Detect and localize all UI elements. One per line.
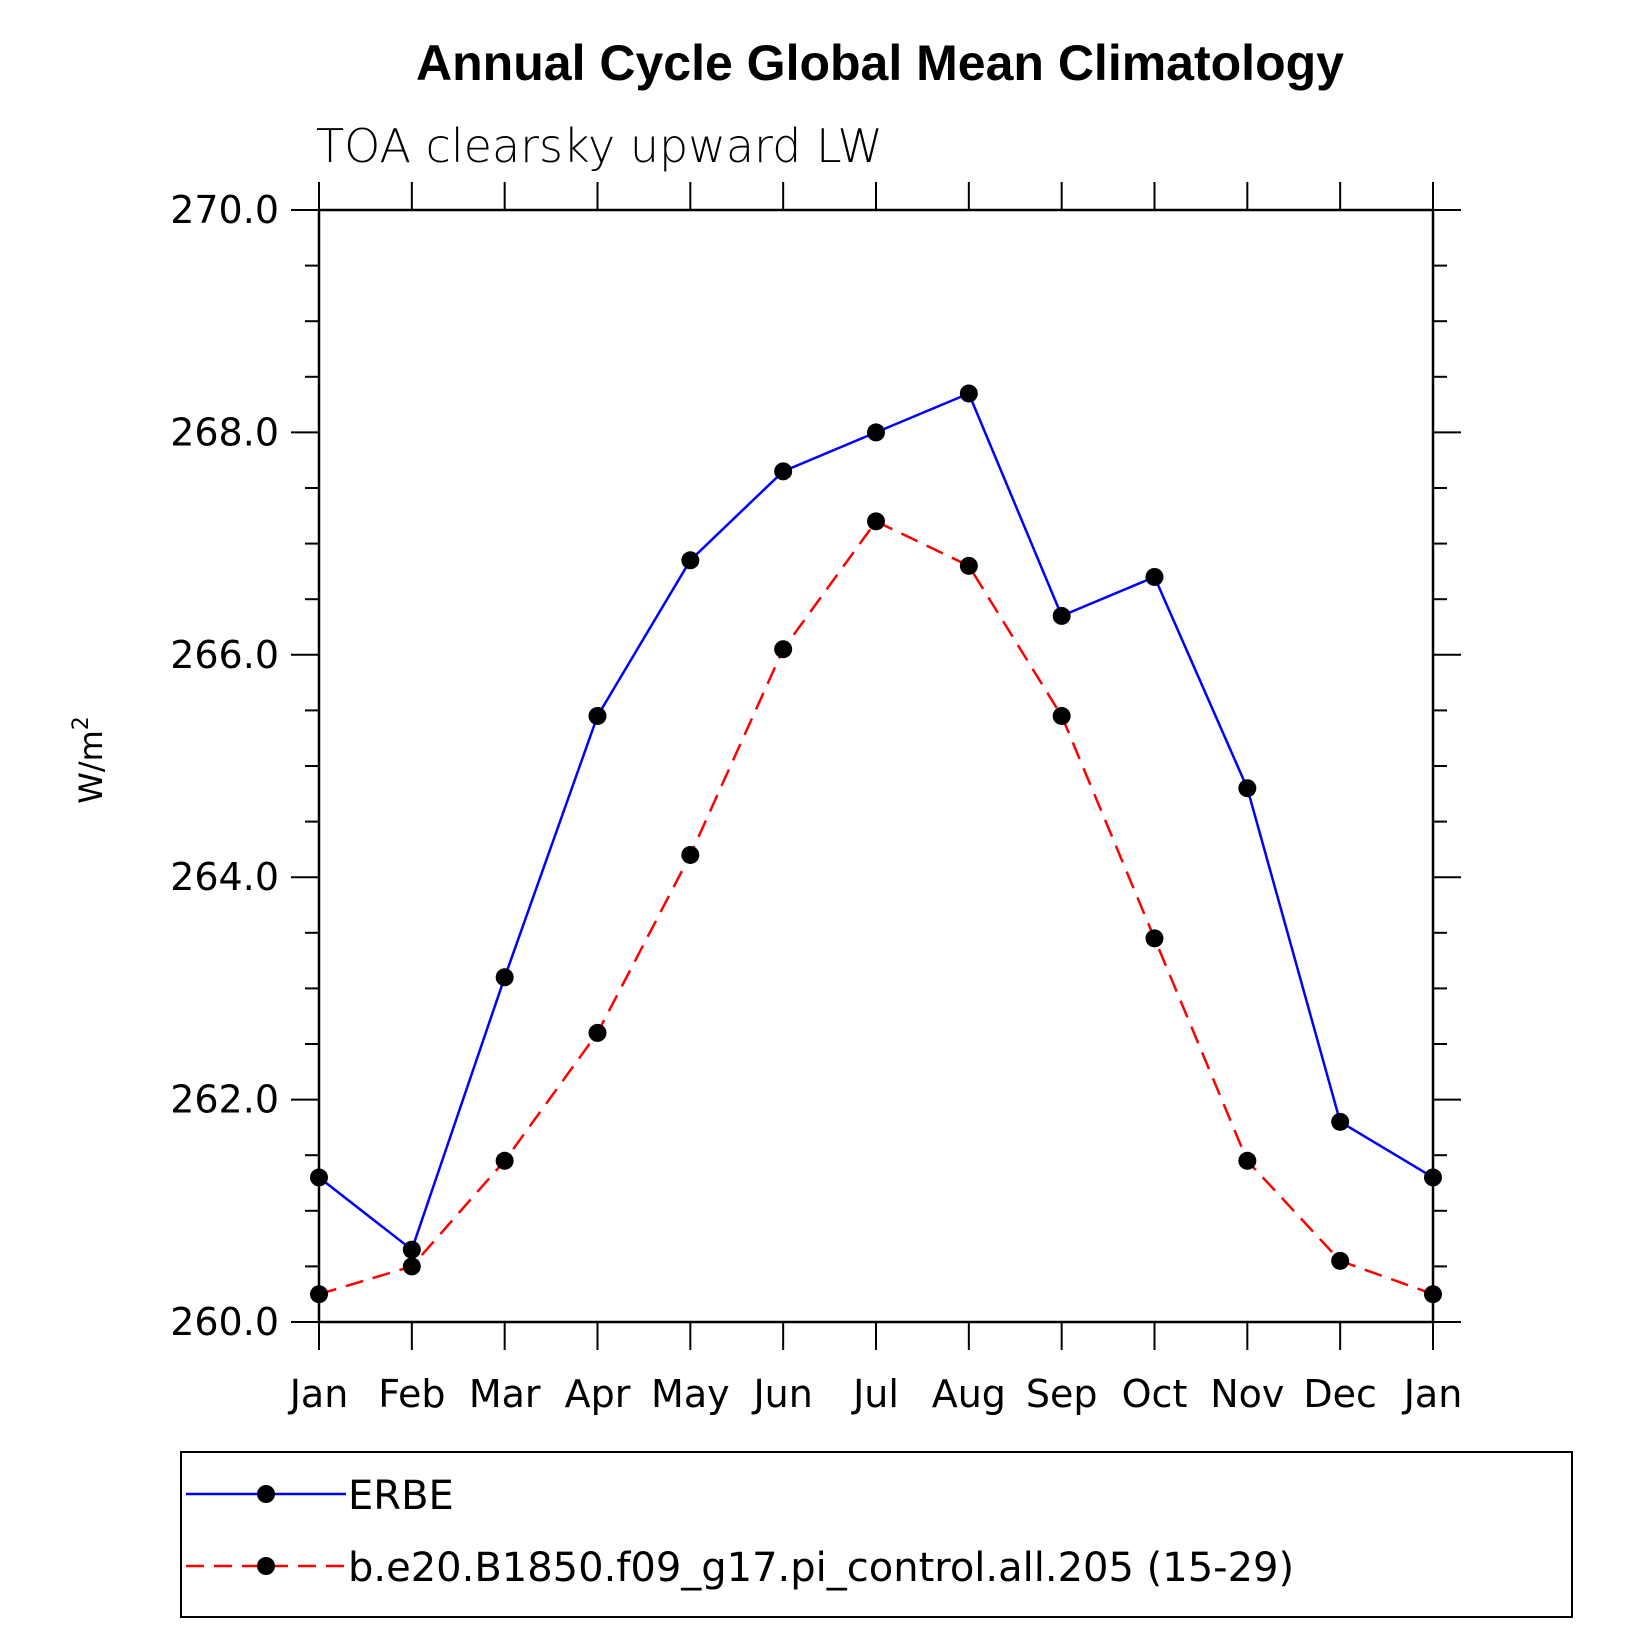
y-tick-label: 262.0 bbox=[170, 1078, 279, 1122]
legend-marker-model bbox=[257, 1557, 275, 1575]
x-tick-label: Oct bbox=[1122, 1372, 1188, 1416]
plot-frame bbox=[317, 208, 1435, 1324]
series-0-point bbox=[310, 1168, 328, 1187]
legend: ERBE b.e20.B1850.f09_g17.pi_control.all.… bbox=[180, 1451, 1573, 1618]
y-axis-label: W/m2 bbox=[69, 716, 110, 804]
y-axis-label-text: W/m bbox=[72, 730, 110, 804]
plot-border bbox=[317, 208, 1435, 1324]
series-1-point bbox=[681, 845, 700, 864]
x-tick-label: Jun bbox=[751, 1372, 812, 1416]
legend-marker-erbe bbox=[257, 1485, 275, 1503]
series-0-point bbox=[681, 551, 700, 570]
series-1-point bbox=[867, 512, 885, 531]
x-tick-label: Dec bbox=[1303, 1372, 1377, 1416]
series-0-point bbox=[1424, 1168, 1442, 1187]
y-tick-label: 268.0 bbox=[170, 410, 279, 454]
series-1-point bbox=[774, 640, 793, 659]
series-0-point bbox=[774, 462, 793, 481]
series-0-point bbox=[402, 1240, 421, 1259]
x-tick-label: Mar bbox=[469, 1372, 541, 1416]
series-line-1 bbox=[318, 519, 1434, 1296]
x-tick-label: Nov bbox=[1210, 1372, 1284, 1416]
legend-label-model: b.e20.B1850.f09_g17.pi_control.all.205 (… bbox=[348, 1545, 1294, 1591]
series-0-point bbox=[959, 384, 978, 403]
series-0-point bbox=[867, 423, 885, 442]
y-axis-ticks: 260.0 262.0 264.0 266.0 268.0 270.0 bbox=[170, 188, 1461, 1344]
series-0-point bbox=[1238, 779, 1257, 798]
series-1-point bbox=[1424, 1285, 1442, 1304]
chart-subtitle: TOA clearsky upward LW bbox=[316, 119, 883, 173]
series-1-point bbox=[1145, 929, 1164, 948]
y-tick-label: 260.0 bbox=[170, 1300, 279, 1344]
y-tick-label: 266.0 bbox=[170, 633, 279, 677]
series-layer bbox=[310, 384, 1442, 1304]
series-0-point bbox=[1145, 567, 1164, 586]
x-tick-label: Jan bbox=[1402, 1372, 1463, 1416]
x-tick-label: Feb bbox=[378, 1372, 445, 1416]
series-1-point bbox=[310, 1285, 328, 1304]
series-1-point bbox=[402, 1257, 421, 1276]
series-0 bbox=[310, 384, 1442, 1259]
x-tick-label: May bbox=[651, 1372, 730, 1416]
x-tick-label: Jul bbox=[851, 1372, 899, 1416]
y-tick-label: 264.0 bbox=[170, 855, 279, 899]
legend-box bbox=[180, 1451, 1573, 1618]
x-axis-ticks: Jan Feb Mar Apr May Jun Jul Aug Sep Oct Nov Dec Jan bbox=[288, 182, 1463, 1416]
series-1-point bbox=[588, 1023, 607, 1042]
x-tick-label: Sep bbox=[1026, 1372, 1098, 1416]
series-1-point bbox=[1331, 1251, 1350, 1270]
y-axis-label-superscript: 2 bbox=[69, 716, 94, 730]
chart-title: Annual Cycle Global Mean Climatology bbox=[416, 35, 1344, 91]
series-1-point bbox=[1238, 1151, 1257, 1170]
x-tick-label: Aug bbox=[932, 1372, 1006, 1416]
series-1 bbox=[310, 512, 1442, 1304]
x-tick-label: Jan bbox=[288, 1372, 349, 1416]
svg-text:W/m2: W/m2 bbox=[69, 716, 110, 804]
series-1-point bbox=[1052, 706, 1071, 725]
series-0-point bbox=[495, 968, 514, 987]
series-0-point bbox=[588, 706, 607, 725]
series-0-point bbox=[1052, 606, 1071, 625]
x-tick-label: Apr bbox=[565, 1372, 631, 1416]
legend-label-erbe: ERBE bbox=[348, 1473, 454, 1519]
series-1-point bbox=[959, 556, 978, 575]
series-1-point bbox=[495, 1151, 514, 1170]
y-tick-label: 270.0 bbox=[170, 188, 279, 232]
series-0-point bbox=[1331, 1112, 1350, 1131]
